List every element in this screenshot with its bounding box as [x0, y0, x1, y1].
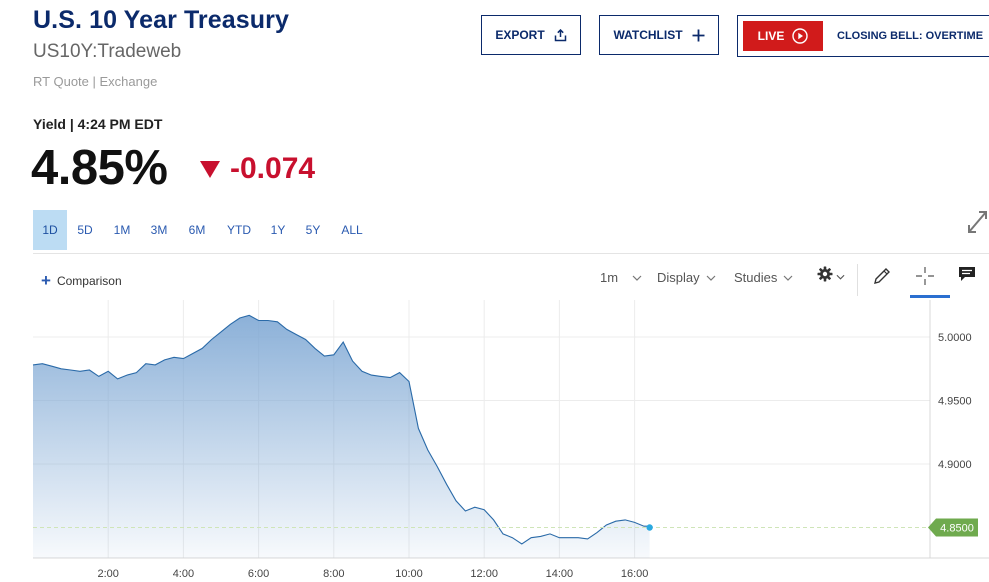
price-change: -0.074 — [200, 152, 315, 186]
range-tab-1y[interactable]: 1Y — [270, 223, 286, 237]
x-tick-label: 2:00 — [97, 568, 118, 580]
export-label: EXPORT — [495, 28, 545, 42]
range-tab-6m[interactable]: 6M — [188, 223, 206, 237]
x-tick-label: 14:00 — [546, 568, 574, 580]
live-show-link[interactable]: CLOSING BELL: OVERTIME — [837, 30, 984, 42]
plus-icon — [692, 29, 705, 42]
range-tab-5d[interactable]: 5D — [77, 223, 93, 237]
series-line — [32, 314, 650, 545]
y-tick-label: 4.9500 — [938, 396, 972, 408]
draw-button[interactable] — [872, 266, 892, 291]
symbol-label: US10Y:Tradeweb — [33, 41, 182, 62]
display-label: Display — [657, 270, 700, 285]
comparison-label: Comparison — [56, 273, 122, 288]
draw-pencil-icon — [872, 266, 892, 291]
comment-button[interactable] — [958, 266, 976, 287]
x-tick-label: 10:00 — [395, 568, 423, 580]
toolbar-divider — [33, 253, 989, 254]
range-tab-5y[interactable]: 5Y — [305, 223, 321, 237]
price-chart[interactable]: 4.8500 5.0000 4.9500 4.9000 2:00 4:00 6:00 8:00… — [0, 298, 989, 582]
price-value: 4.85% — [31, 141, 168, 195]
down-arrow-icon — [200, 160, 220, 178]
toolbar-separator — [857, 264, 858, 296]
chevron-down-icon — [632, 275, 642, 281]
latest-point-marker — [646, 524, 653, 531]
latest-value-label: 4.8500 — [940, 523, 974, 535]
x-tick-label: 12:00 — [470, 568, 498, 580]
x-tick-label: 8:00 — [323, 568, 344, 580]
plus-icon: + — [41, 271, 51, 290]
series-area — [33, 315, 650, 558]
studies-label: Studies — [734, 270, 778, 285]
export-button[interactable]: EXPORT — [481, 15, 581, 55]
x-tick-label: 6:00 — [248, 568, 269, 580]
settings-button[interactable] — [817, 266, 845, 287]
live-label: LIVE — [757, 29, 785, 43]
chevron-down-icon — [836, 274, 845, 280]
chevron-down-icon — [783, 275, 793, 281]
crosshair-icon — [915, 266, 935, 291]
range-selector: 1D 5D 1M 3M 6M YTD 1Y 5Y ALL — [33, 210, 373, 250]
comment-icon — [958, 266, 976, 287]
quote-type-label: RT Quote | Exchange — [33, 74, 158, 89]
x-tick-label: 4:00 — [173, 568, 194, 580]
interval-dropdown[interactable]: 1m — [600, 270, 642, 285]
watchlist-button[interactable]: WATCHLIST — [599, 15, 719, 55]
range-tab-1d[interactable]: 1D — [33, 210, 67, 250]
range-tab-all[interactable]: ALL — [341, 223, 363, 237]
y-tick-label: 4.9000 — [938, 459, 972, 471]
studies-dropdown[interactable]: Studies — [734, 270, 793, 285]
yield-timestamp: Yield | 4:24 PM EDT — [33, 116, 163, 132]
play-circle-icon — [792, 28, 809, 44]
range-tab-1m[interactable]: 1M — [113, 223, 131, 237]
display-dropdown[interactable]: Display — [657, 270, 716, 285]
range-tab-ytd[interactable]: YTD — [227, 223, 251, 237]
y-tick-label: 5.0000 — [938, 332, 972, 344]
expand-icon[interactable] — [966, 209, 989, 240]
settings-icon — [817, 266, 833, 287]
watchlist-label: WATCHLIST — [613, 28, 683, 42]
x-tick-label: 16:00 — [621, 568, 649, 580]
live-button[interactable]: LIVE — [743, 21, 823, 51]
chevron-down-icon — [706, 275, 716, 281]
interval-label: 1m — [600, 270, 619, 285]
share-icon — [554, 28, 567, 42]
latest-value-badge — [928, 518, 978, 537]
price-change-value: -0.074 — [230, 152, 316, 185]
page-title: U.S. 10 Year Treasury — [33, 6, 289, 34]
comparison-button[interactable]: + Comparison — [41, 272, 122, 289]
active-tool-indicator — [910, 295, 950, 298]
live-banner: LIVE CLOSING BELL: OVERTIME — [737, 15, 989, 57]
crosshair-button[interactable] — [915, 266, 935, 291]
range-tab-3m[interactable]: 3M — [150, 223, 168, 237]
